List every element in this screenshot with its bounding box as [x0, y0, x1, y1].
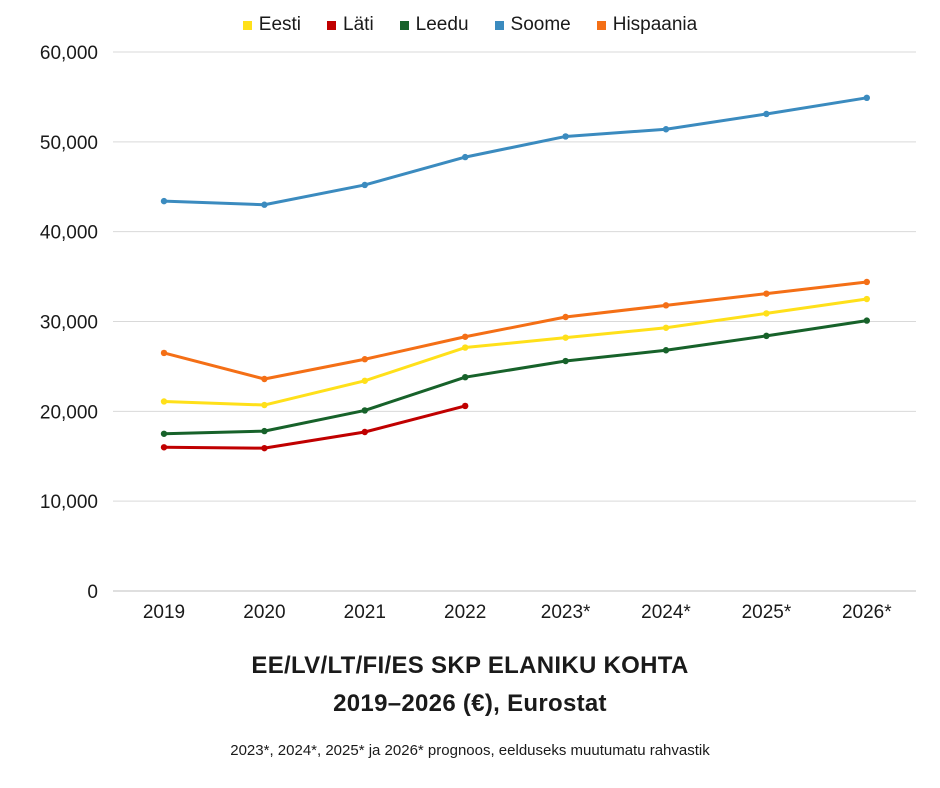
data-point [763, 332, 770, 340]
data-point [361, 407, 368, 414]
x-tick-label: 2026* [842, 602, 892, 623]
data-point [261, 375, 268, 383]
y-tick-label: 60,000 [40, 43, 98, 64]
data-point [160, 398, 168, 405]
series-line-soome [163, 96, 868, 207]
data-point [462, 402, 469, 410]
legend-swatch [399, 20, 409, 30]
series-line-läti [163, 404, 466, 450]
legend-item: Leedu [399, 14, 469, 36]
data-point [562, 313, 569, 321]
legend-label: Läti [343, 14, 374, 35]
data-point [462, 333, 469, 340]
y-tick-label: 40,000 [40, 223, 98, 244]
y-tick-label: 10,000 [40, 492, 98, 513]
x-tick-label: 2021 [344, 602, 386, 623]
data-point [160, 349, 168, 357]
legend-swatch [327, 20, 337, 30]
x-tick-label: 2019 [143, 602, 185, 623]
data-point [160, 197, 168, 205]
data-point [462, 344, 469, 351]
legend-swatch [596, 20, 606, 30]
series-line-leedu [163, 319, 868, 436]
y-tick-label: 30,000 [40, 313, 98, 334]
data-point [361, 377, 368, 384]
chart-title-line1: EE/LV/LT/FI/ES SKP ELANIKU KOHTA [251, 652, 689, 679]
legend-item: Eesti [242, 14, 302, 36]
data-point [662, 126, 670, 133]
data-point [361, 428, 368, 436]
data-point [562, 133, 569, 140]
data-point [662, 347, 670, 354]
legend-label: Soome [510, 14, 571, 35]
data-point [763, 310, 770, 317]
series-line-hispaania [163, 280, 867, 381]
data-point [763, 290, 770, 297]
legend-label: Leedu [415, 14, 469, 35]
data-point [261, 401, 268, 409]
legend-item: Hispaania [596, 14, 698, 36]
data-point [361, 356, 368, 363]
data-point [562, 334, 569, 341]
x-tick-label: 2023* [541, 602, 591, 623]
data-point [462, 153, 469, 161]
legend-swatch [494, 20, 504, 30]
data-point [261, 427, 268, 435]
y-tick-label: 50,000 [40, 133, 98, 154]
x-tick-label: 2022 [444, 602, 486, 623]
x-tick-label: 2025* [742, 602, 792, 623]
legend-label: Hispaania [612, 14, 698, 35]
y-tick-label: 0 [87, 582, 98, 603]
data-point [662, 302, 670, 309]
data-point [863, 94, 870, 102]
chart-title-line2: 2019–2026 (€), Eurostat [333, 690, 607, 717]
data-point [361, 181, 368, 189]
data-point [462, 373, 469, 381]
data-point [261, 201, 268, 208]
data-point [763, 110, 770, 118]
data-point [160, 430, 168, 437]
data-point [261, 444, 268, 452]
legend-item: Läti [327, 14, 374, 36]
chart-footnote: 2023*, 2024*, 2025* ja 2026* prognoos, e… [230, 742, 710, 759]
data-point [863, 295, 870, 303]
legend-swatch [242, 20, 252, 30]
x-tick-label: 2020 [243, 602, 285, 623]
legend-item: Soome [494, 14, 571, 36]
line-chart: 0 10,000 20,000 30,000 40,000 50,000 60,000 201… [40, 43, 916, 623]
series-line-eesti [163, 297, 868, 407]
data-point [160, 444, 168, 451]
data-point [662, 324, 670, 331]
y-tick-label: 20,000 [40, 402, 98, 423]
legend: Eesti Läti Leedu Soome Hispaania [0, 14, 940, 36]
data-point [863, 317, 870, 324]
data-point [863, 278, 870, 286]
data-point [562, 357, 569, 365]
x-tick-label: 2024* [641, 602, 691, 623]
legend-label: Eesti [258, 14, 302, 35]
